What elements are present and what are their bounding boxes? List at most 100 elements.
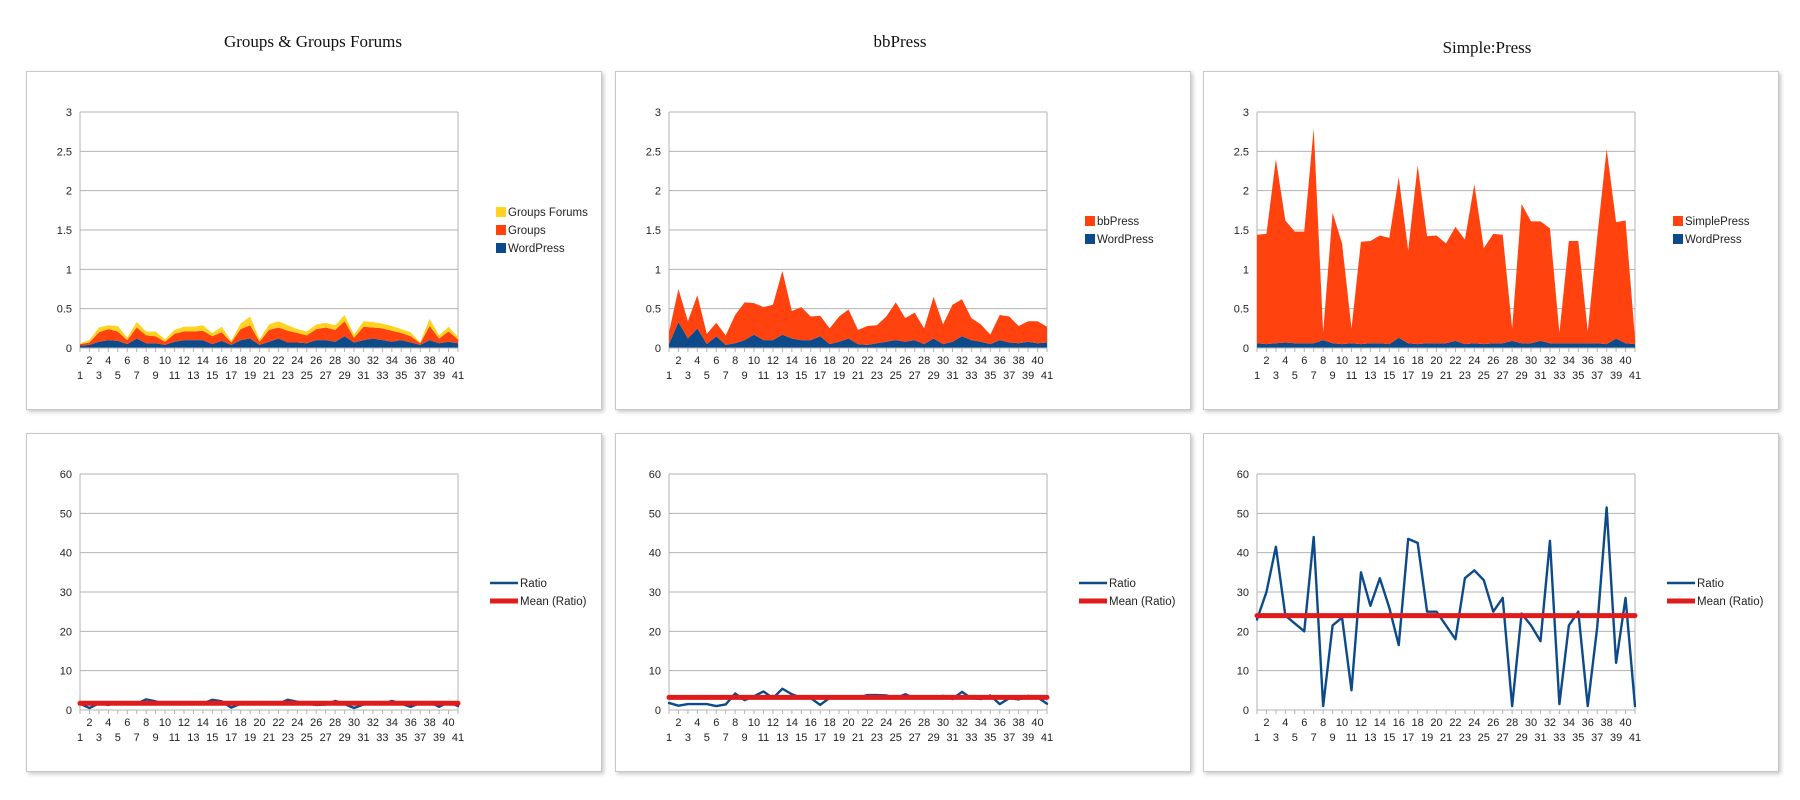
x-tick-label: 8 (732, 717, 738, 729)
x-tick-label: 39 (1610, 732, 1622, 744)
x-tick-label: 24 (291, 717, 303, 729)
x-tick-label: 18 (824, 355, 836, 367)
x-tick-label: 14 (786, 717, 798, 729)
y-tick-label: 10 (1237, 666, 1249, 678)
chart-panel-simplepress-ratio: 0 10 20 30 40 50 60 1 2 3 4 5 6 7 8 9 10 11 12 13 14 15 16 17 18… (1203, 433, 1779, 772)
x-tick-label: 38 (424, 355, 436, 367)
x-tick-label: 12 (178, 717, 190, 729)
y-tick-label: 20 (60, 626, 72, 638)
legend-label: Mean (Ratio) (1109, 596, 1176, 608)
x-tick-label: 19 (244, 370, 256, 382)
chart-panel-groups-ratio: 0 10 20 30 40 50 60 1 2 3 4 5 6 7 8 9 10 11 12 13 14 15 16 17 18… (26, 433, 602, 772)
x-tick-label: 7 (134, 370, 140, 382)
x-tick-label: 15 (206, 732, 218, 744)
legend-label: Groups Forums (508, 207, 588, 219)
x-tick-label: 15 (1383, 370, 1395, 382)
area-series-groups-forums (80, 314, 458, 345)
x-tick-label: 7 (134, 732, 140, 744)
x-tick-label: 13 (1364, 732, 1376, 744)
x-tick-label: 11 (169, 732, 180, 744)
y-tick-label: 2.5 (57, 146, 72, 158)
x-tick-label: 10 (159, 717, 171, 729)
chart-panel-simplepress-area: 0 0.5 1 1.5 2 2.5 3 1 2 3 4 5 6 7 8 9 10 11 12 13 14 15 16 17 18… (1203, 71, 1779, 410)
x-tick-label: 20 (842, 717, 854, 729)
x-tick-label: 16 (1393, 355, 1405, 367)
x-tick-label: 20 (253, 717, 265, 729)
x-tick-label: 3 (96, 370, 102, 382)
y-tick-label: 0 (655, 705, 661, 717)
chart-svg: 0102030405060123456789101112131415161718… (649, 469, 1176, 744)
x-tick-label: 5 (1292, 732, 1298, 744)
x-tick-label: 19 (1421, 370, 1433, 382)
y-tick-label: 10 (649, 666, 661, 678)
x-tick-label: 19 (833, 370, 845, 382)
x-tick-label: 1 (666, 732, 672, 744)
x-tick-label: 27 (909, 370, 921, 382)
x-tick-label: 36 (405, 355, 417, 367)
x-tick-label: 24 (880, 355, 892, 367)
legend-label: Mean (Ratio) (520, 596, 587, 608)
area-series-simplepress (1257, 128, 1635, 345)
x-tick-label: 15 (795, 370, 807, 382)
x-tick-label: 18 (1412, 355, 1424, 367)
x-tick-label: 38 (1013, 355, 1025, 367)
x-tick-label: 33 (965, 732, 977, 744)
y-tick-label: 50 (1237, 508, 1249, 520)
x-tick-label: 28 (329, 355, 341, 367)
chart-title-bbpress: bbPress (873, 32, 927, 51)
x-tick-label: 13 (1364, 370, 1376, 382)
x-tick-label: 4 (694, 355, 700, 367)
x-tick-label: 12 (1355, 355, 1367, 367)
x-tick-label: 24 (1468, 355, 1480, 367)
x-tick-label: 21 (1440, 370, 1452, 382)
x-tick-label: 2 (1263, 355, 1269, 367)
x-tick-label: 7 (1311, 370, 1317, 382)
x-tick-label: 41 (452, 732, 464, 744)
x-tick-label: 11 (758, 732, 769, 744)
x-tick-label: 4 (1282, 355, 1288, 367)
x-tick-label: 8 (143, 355, 149, 367)
x-tick-label: 9 (742, 370, 748, 382)
x-tick-label: 28 (1506, 717, 1518, 729)
x-tick-label: 37 (414, 732, 426, 744)
y-tick-label: 0 (1243, 705, 1249, 717)
x-tick-label: 38 (1013, 717, 1025, 729)
x-tick-label: 25 (1478, 370, 1490, 382)
x-tick-label: 16 (805, 717, 817, 729)
legend-label: Mean (Ratio) (1697, 596, 1764, 608)
y-tick-label: 30 (60, 587, 72, 599)
x-tick-label: 26 (310, 717, 322, 729)
x-tick-label: 9 (742, 732, 748, 744)
y-tick-label: 30 (649, 587, 661, 599)
x-tick-label: 23 (1459, 732, 1471, 744)
x-tick-label: 21 (852, 370, 864, 382)
y-tick-label: 1 (655, 264, 661, 276)
x-tick-label: 2 (675, 717, 681, 729)
x-tick-label: 21 (1440, 732, 1452, 744)
area-series-wordpress (669, 322, 1047, 348)
x-tick-label: 17 (814, 732, 826, 744)
x-tick-label: 31 (357, 732, 369, 744)
x-tick-label: 4 (105, 717, 111, 729)
y-tick-label: 0 (66, 705, 72, 717)
x-tick-label: 5 (115, 732, 121, 744)
y-tick-label: 1 (66, 264, 72, 276)
x-tick-label: 40 (442, 717, 454, 729)
x-tick-label: 40 (1619, 355, 1631, 367)
x-tick-label: 33 (1553, 370, 1565, 382)
y-tick-label: 3 (655, 107, 661, 119)
x-tick-label: 20 (1430, 355, 1442, 367)
x-tick-label: 33 (1553, 732, 1565, 744)
x-tick-label: 6 (124, 355, 130, 367)
chart-svg: 00.511.522.53123456789101112131415161718… (57, 107, 588, 382)
x-tick-label: 20 (842, 355, 854, 367)
x-tick-label: 12 (178, 355, 190, 367)
x-tick-label: 32 (956, 355, 968, 367)
x-tick-label: 26 (1487, 717, 1499, 729)
chart-title-simplepress: Simple:Press (1442, 38, 1532, 57)
chart-panel-bbpress-ratio: 0 10 20 30 40 50 60 1 2 3 4 5 6 7 8 9 10 11 12 13 14 15 16 17 18… (615, 433, 1191, 772)
x-tick-label: 32 (956, 717, 968, 729)
y-tick-label: 30 (1237, 587, 1249, 599)
x-tick-label: 27 (1497, 732, 1509, 744)
x-tick-label: 16 (805, 355, 817, 367)
